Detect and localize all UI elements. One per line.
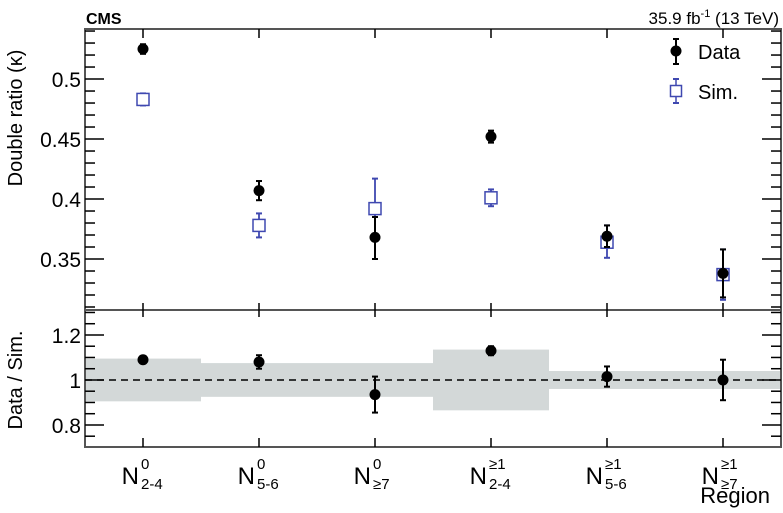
- ratio-point: [601, 371, 613, 383]
- data-point: [253, 185, 265, 197]
- luminosity-label: 35.9 fb-1 (13 TeV): [649, 8, 779, 28]
- y-tick-label-bottom: 1.2: [52, 325, 81, 348]
- x-tick-label: N 0 5-6: [238, 456, 279, 493]
- legend-item-sim: Sim.: [669, 78, 738, 104]
- svg-text:0: 0: [373, 456, 381, 473]
- data-point: [137, 43, 149, 55]
- x-tick-label: N 0 2-4: [122, 456, 163, 493]
- sim-point: [136, 92, 150, 107]
- legend-label-sim: Sim.: [698, 82, 738, 104]
- data-point: [601, 230, 613, 242]
- data-point: [369, 231, 381, 243]
- bottom-panel-frame: [84, 309, 782, 448]
- data-point: [717, 267, 729, 279]
- y-tick-label-top: 0.45: [40, 129, 81, 152]
- lumi-value: 35.9 fb: [649, 9, 701, 28]
- energy-value: (13 TeV): [710, 9, 779, 28]
- y-axis-title-top: Double ratio (κ): [5, 50, 27, 187]
- sim-point: [484, 191, 498, 205]
- top-panel-frame: [84, 28, 782, 311]
- ratio-point: [137, 354, 149, 366]
- svg-text:≥7: ≥7: [373, 476, 390, 493]
- ratio-point: [253, 356, 265, 368]
- y-axis-title-bottom: Data / Sim.: [5, 331, 27, 430]
- sim-point: [368, 201, 382, 216]
- legend-item-data: Data: [670, 38, 741, 65]
- x-tick-label: N ≥1 5-6: [586, 456, 627, 493]
- ratio-point: [717, 374, 729, 386]
- x-tick-label: N ≥1 ≥7: [702, 456, 738, 493]
- svg-text:N: N: [354, 463, 371, 490]
- svg-text:≥1: ≥1: [489, 456, 506, 473]
- x-axis-title: Region: [700, 483, 770, 508]
- svg-text:N: N: [470, 463, 487, 490]
- y-tick-label-top: 0.35: [40, 249, 81, 272]
- svg-text:N: N: [702, 463, 719, 490]
- svg-text:N: N: [238, 463, 255, 490]
- svg-text:2-4: 2-4: [141, 476, 163, 493]
- svg-text:2-4: 2-4: [489, 476, 511, 493]
- legend-label-data: Data: [698, 42, 741, 64]
- y-tick-label-top: 0.5: [52, 69, 81, 92]
- svg-text:≥1: ≥1: [721, 456, 738, 473]
- svg-text:N: N: [586, 463, 603, 490]
- lumi-exponent: -1: [701, 8, 711, 20]
- svg-text:0: 0: [257, 456, 265, 473]
- axes: 0.35 0.4 0.45 0.5 0.8 1 1.2: [40, 28, 782, 448]
- x-tick-labels: N 02-4 N 05-6 N 0≥7 N ≥12-4 N ≥15-6 N ≥1≥7: [122, 456, 738, 493]
- svg-text:N: N: [122, 463, 139, 490]
- svg-text:≥1: ≥1: [605, 456, 622, 473]
- ratio-point: [369, 389, 381, 401]
- legend: Data Sim.: [669, 38, 741, 104]
- data-points: [136, 43, 730, 414]
- data-point: [485, 131, 497, 143]
- svg-text:5-6: 5-6: [257, 476, 279, 493]
- experiment-label: CMS: [86, 11, 122, 28]
- y-tick-label-bottom: 1: [69, 370, 81, 393]
- svg-text:5-6: 5-6: [605, 476, 627, 493]
- data-marker-icon: [670, 45, 682, 57]
- x-tick-label: N 0 ≥7: [354, 456, 390, 493]
- x-tick-label: N ≥1 2-4: [470, 456, 511, 493]
- y-tick-label-bottom: 0.8: [52, 415, 81, 438]
- sim-point: [252, 218, 266, 233]
- svg-text:0: 0: [141, 456, 149, 473]
- sim-marker-icon: [669, 84, 683, 98]
- y-tick-label-top: 0.4: [52, 189, 82, 212]
- svg-text:≥7: ≥7: [721, 476, 738, 493]
- ratio-point: [485, 345, 497, 357]
